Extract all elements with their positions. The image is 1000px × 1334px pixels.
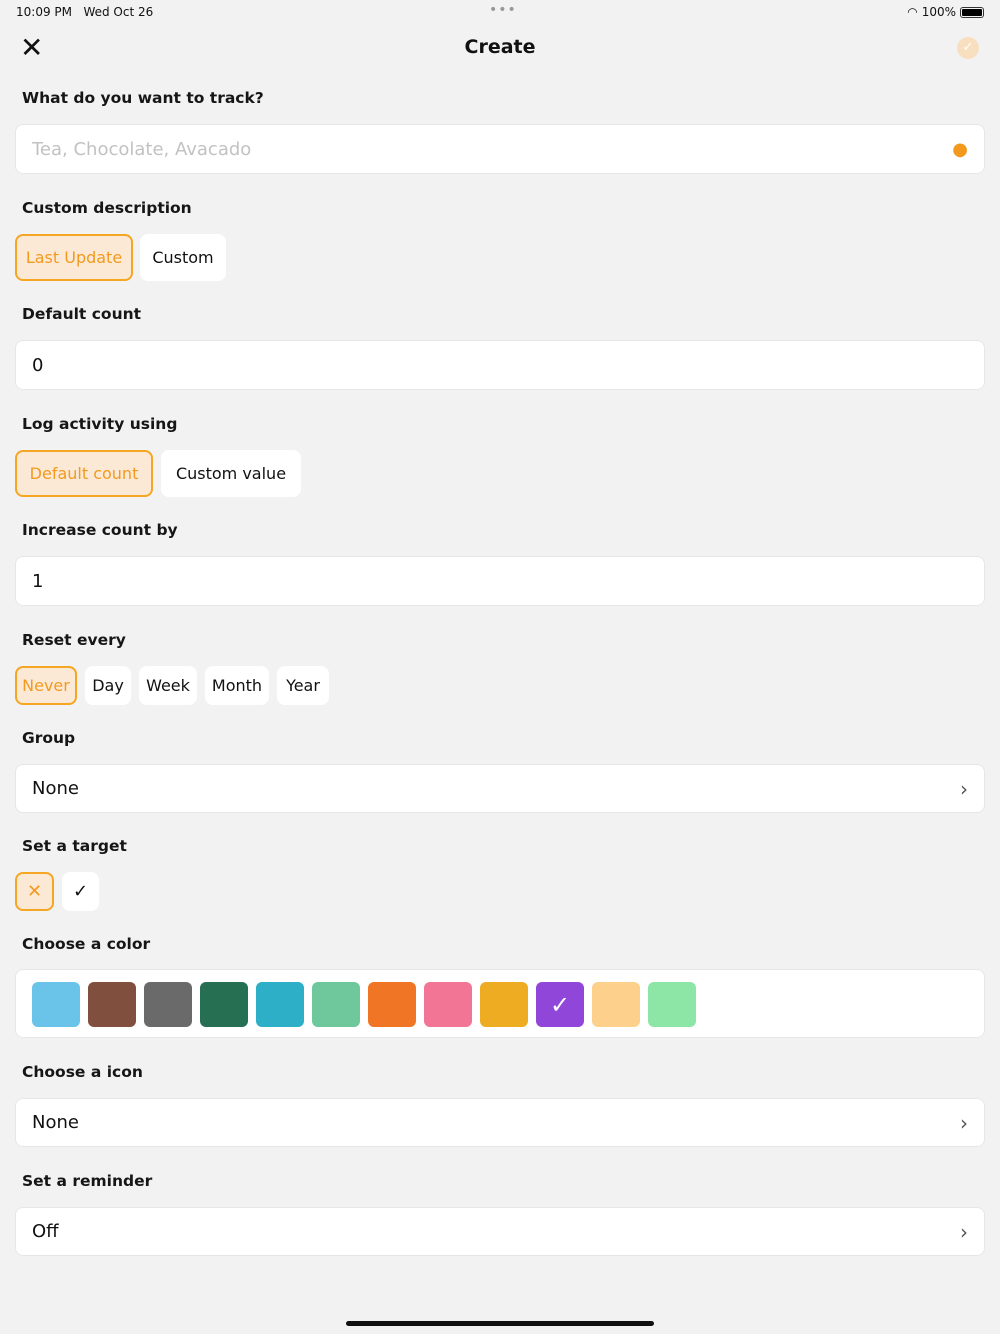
chevron-right-icon: ›: [960, 1219, 968, 1244]
option-last-update[interactable]: Last Update: [15, 234, 133, 281]
log-activity-label: Log activity using: [22, 415, 178, 433]
group-value: None: [32, 778, 79, 799]
option-custom[interactable]: Custom: [140, 234, 226, 281]
reminder-select[interactable]: Off ›: [15, 1207, 985, 1256]
reset-year[interactable]: Year: [277, 666, 329, 705]
wifi-icon: ◠: [907, 5, 918, 19]
color-swatch[interactable]: [144, 982, 192, 1027]
status-time: 10:09 PM Wed Oct 26: [16, 5, 153, 19]
color-swatch[interactable]: [368, 982, 416, 1027]
reset-label: Reset every: [22, 631, 126, 649]
status-right: ◠ 100%: [907, 5, 984, 19]
date: Wed Oct 26: [83, 5, 154, 19]
confirm-check-icon[interactable]: ✓: [957, 37, 979, 59]
color-swatch[interactable]: [88, 982, 136, 1027]
icon-select[interactable]: None ›: [15, 1098, 985, 1147]
increase-value: 1: [32, 570, 44, 592]
increase-input[interactable]: 1: [15, 556, 985, 606]
default-count-input[interactable]: 0: [15, 340, 985, 390]
home-indicator[interactable]: [346, 1321, 654, 1326]
reset-day[interactable]: Day: [85, 666, 131, 705]
increase-label: Increase count by: [22, 521, 178, 539]
target-on-check-icon[interactable]: ✓: [62, 872, 99, 911]
close-icon[interactable]: ✕: [20, 31, 44, 64]
reminder-value: Off: [32, 1221, 59, 1242]
color-swatch[interactable]: [592, 982, 640, 1027]
lightbulb-icon[interactable]: ●: [952, 138, 968, 160]
page-title: Create: [464, 36, 536, 58]
color-swatch[interactable]: [200, 982, 248, 1027]
color-swatch[interactable]: [256, 982, 304, 1027]
color-swatch[interactable]: [480, 982, 528, 1027]
reset-week[interactable]: Week: [139, 666, 197, 705]
chevron-right-icon: ›: [960, 1110, 968, 1135]
track-input[interactable]: Tea, Chocolate, Avacado ●: [15, 124, 985, 174]
check-icon: ✓: [549, 990, 571, 1019]
group-select[interactable]: None ›: [15, 764, 985, 813]
group-label: Group: [22, 729, 76, 747]
time: 10:09 PM: [16, 5, 72, 19]
color-swatch[interactable]: [648, 982, 696, 1027]
target-label: Set a target: [22, 837, 127, 855]
chevron-right-icon: ›: [960, 776, 968, 801]
reset-never[interactable]: Never: [15, 666, 77, 705]
description-label: Custom description: [22, 199, 192, 217]
default-count-value: 0: [32, 354, 44, 376]
icon-value: None: [32, 1112, 79, 1133]
track-placeholder: Tea, Chocolate, Avacado: [32, 138, 252, 160]
icon-label: Choose a icon: [22, 1063, 143, 1081]
target-off-x-icon[interactable]: ✕: [15, 872, 54, 911]
option-custom-value[interactable]: Custom value: [161, 450, 301, 497]
battery-percent: 100%: [921, 5, 956, 19]
color-swatch[interactable]: ✓: [536, 982, 584, 1027]
track-label: What do you want to track?: [22, 89, 264, 107]
option-default-count[interactable]: Default count: [15, 450, 153, 497]
color-picker: ✓: [15, 969, 985, 1038]
color-swatch[interactable]: [32, 982, 80, 1027]
default-count-label: Default count: [22, 305, 142, 323]
color-swatch[interactable]: [312, 982, 360, 1027]
color-label: Choose a color: [22, 935, 151, 953]
multitasking-dots-icon[interactable]: •••: [489, 2, 517, 18]
reset-month[interactable]: Month: [205, 666, 269, 705]
color-swatch[interactable]: [424, 982, 472, 1027]
battery-icon: [960, 6, 984, 18]
reminder-label: Set a reminder: [22, 1172, 153, 1190]
